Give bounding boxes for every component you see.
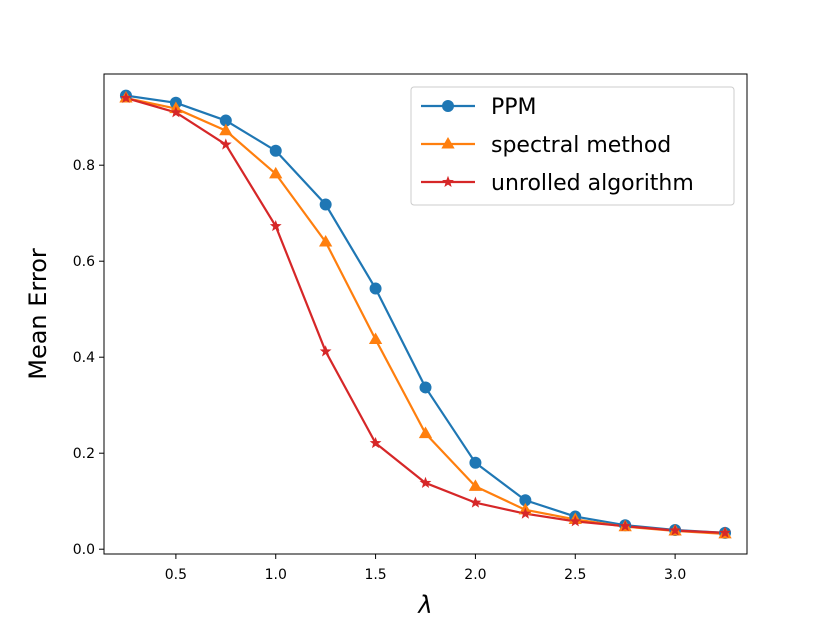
legend-ppm-marker <box>442 100 454 112</box>
series-markers <box>119 89 732 539</box>
x-tick-label: 0.5 <box>165 567 187 583</box>
spectral-method-point <box>269 166 283 179</box>
ppm-point <box>369 282 382 295</box>
unrolled-algorithm-point <box>569 515 582 527</box>
y-tick-label: 0.6 <box>73 254 95 270</box>
legend-unrolled-algorithm-label: unrolled algorithm <box>491 171 694 196</box>
spectral-method-point <box>319 235 333 247</box>
y-tick-label: 0.8 <box>73 158 95 174</box>
x-tick-label: 1.0 <box>265 567 287 583</box>
x-tick-label: 1.5 <box>364 567 386 583</box>
spectral-method-point <box>418 426 433 439</box>
unrolled-algorithm-point <box>469 496 482 508</box>
legend-spectral-method-label: spectral method <box>491 133 671 158</box>
ppm-point <box>269 144 282 157</box>
x-tick-label: 2.5 <box>564 567 586 583</box>
ppm-point <box>419 381 432 394</box>
legend-ppm-label: PPM <box>491 95 537 120</box>
y-axis-ticks: 0.0 0.2 0.4 0.6 0.8 <box>73 158 104 558</box>
unrolled-algorithm-point <box>419 476 432 488</box>
y-tick-label: 0.4 <box>73 350 95 366</box>
unrolled-algorithm-point <box>169 106 182 118</box>
unrolled-algorithm-point <box>519 507 532 519</box>
legend-unrolled-algorithm-marker <box>442 175 454 188</box>
spectral-method-point <box>468 479 483 491</box>
x-axis-ticks: 0.5 1.0 1.5 2.0 2.5 3.0 <box>165 554 686 583</box>
x-axis-label: λ <box>416 591 432 619</box>
ppm-point <box>219 114 232 127</box>
spectral-method-point <box>219 123 233 136</box>
x-tick-label: 2.0 <box>464 567 486 583</box>
unrolled-algorithm-point <box>669 524 682 536</box>
unrolled-algorithm-point <box>619 519 632 532</box>
unrolled-algorithm-point <box>120 91 132 104</box>
y-tick-label: 0.2 <box>73 446 95 462</box>
plot-frame <box>103 73 748 555</box>
unrolled-algorithm-point <box>719 526 731 538</box>
ppm-point <box>319 198 332 211</box>
spectral-method-point <box>368 332 383 344</box>
unrolled-algorithm-point <box>219 138 232 150</box>
unrolled-algorithm-point <box>369 436 382 449</box>
ppm-point <box>519 494 532 507</box>
x-tick-label: 3.0 <box>664 567 686 583</box>
y-tick-label: 0.0 <box>73 542 95 558</box>
ppm-point <box>469 456 482 469</box>
legend: PPM spectral method unrolled algorithm <box>410 86 735 206</box>
unrolled-algorithm-point <box>319 345 332 357</box>
y-axis-label: Mean Error <box>24 248 52 380</box>
legend-spectral-method-marker <box>441 137 455 149</box>
legend-box <box>410 86 735 206</box>
unrolled-algorithm-point <box>269 219 282 232</box>
